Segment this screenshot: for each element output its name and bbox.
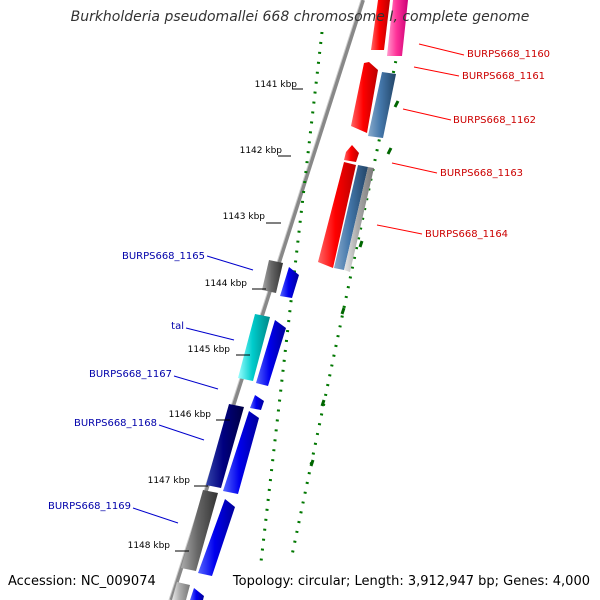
label-leader-line: [173, 375, 219, 390]
gene-label[interactable]: BURPS668_1167: [89, 369, 172, 380]
gene-label[interactable]: BURPS668_1162: [453, 115, 536, 126]
gene-label[interactable]: BURPS668_1169: [48, 501, 131, 512]
label-leader-line: [402, 108, 452, 121]
gene-next-grey[interactable]: [172, 582, 190, 600]
gene-burps668-1168-b[interactable]: [223, 411, 259, 494]
label-leader-line: [413, 66, 460, 77]
tick-label: 1148 kbp: [128, 541, 171, 551]
label-leader-line: [391, 162, 438, 174]
tick-label: 1146 kbp: [169, 410, 212, 420]
gene-burps668-1167[interactable]: [250, 395, 264, 410]
gene-burps668-1160[interactable]: [371, 0, 390, 50]
gene-label[interactable]: BURPS668_1165: [122, 251, 205, 262]
reverse-gene-track: [172, 260, 299, 600]
tick-label: 1142 kbp: [240, 146, 283, 156]
gene-burps668-1169[interactable]: [181, 490, 218, 571]
gene-burps668-1160-alt[interactable]: [387, 0, 408, 56]
gene-burps668-1161[interactable]: [351, 62, 378, 133]
gene-burps668-1163[interactable]: [344, 145, 359, 162]
gene-next-blue[interactable]: [190, 588, 204, 600]
gene-burps668-1164[interactable]: [318, 162, 356, 268]
gene-label[interactable]: tal: [171, 321, 184, 332]
tick-label: 1144 kbp: [205, 279, 248, 289]
tick-label: 1145 kbp: [188, 345, 231, 355]
label-leader-line: [132, 507, 179, 524]
gene-tal[interactable]: [238, 314, 270, 381]
gene-burps668-1169-b[interactable]: [198, 499, 235, 576]
gene-burps668-1168[interactable]: [206, 404, 244, 488]
accession-label: Accession: NC_009074: [8, 574, 156, 589]
tick-label: 1141 kbp: [255, 80, 298, 90]
coordinate-ticks: 1141 kbp 1142 kbp 1143 kbp 1144 kbp 1145…: [128, 80, 303, 552]
gene-tal-b[interactable]: [256, 320, 286, 386]
genome-summary: Topology: circular; Length: 3,912,947 bp…: [232, 574, 590, 589]
gene-burps668-1164-b[interactable]: [334, 165, 368, 270]
tick-label: 1143 kbp: [223, 212, 266, 222]
label-leader-line: [185, 327, 235, 341]
label-leader-line: [418, 43, 465, 56]
forward-gene-labels: BURPS668_1160 BURPS668_1161 BURPS668_116…: [376, 43, 550, 240]
gene-burps668-1164-c[interactable]: [344, 167, 374, 272]
reverse-gene-labels: BURPS668_1165 tal BURPS668_1167 BURPS668…: [48, 251, 254, 524]
gene-burps668-1165[interactable]: [262, 260, 283, 293]
gene-burps668-1165-b[interactable]: [280, 267, 299, 298]
label-leader-line: [376, 224, 423, 235]
label-leader-line: [158, 424, 205, 441]
forward-gene-track: [318, 0, 408, 272]
gene-label[interactable]: BURPS668_1168: [74, 418, 157, 429]
gene-label[interactable]: BURPS668_1163: [440, 168, 523, 179]
label-leader-line: [206, 255, 254, 271]
tick-label: 1147 kbp: [148, 476, 191, 486]
map-title: Burkholderia pseudomallei 668 chromosome…: [70, 9, 530, 25]
gene-label[interactable]: BURPS668_1164: [425, 229, 508, 240]
gene-burps668-1162[interactable]: [368, 72, 396, 138]
gene-label[interactable]: BURPS668_1161: [462, 71, 545, 82]
gene-label[interactable]: BURPS668_1160: [467, 49, 550, 60]
